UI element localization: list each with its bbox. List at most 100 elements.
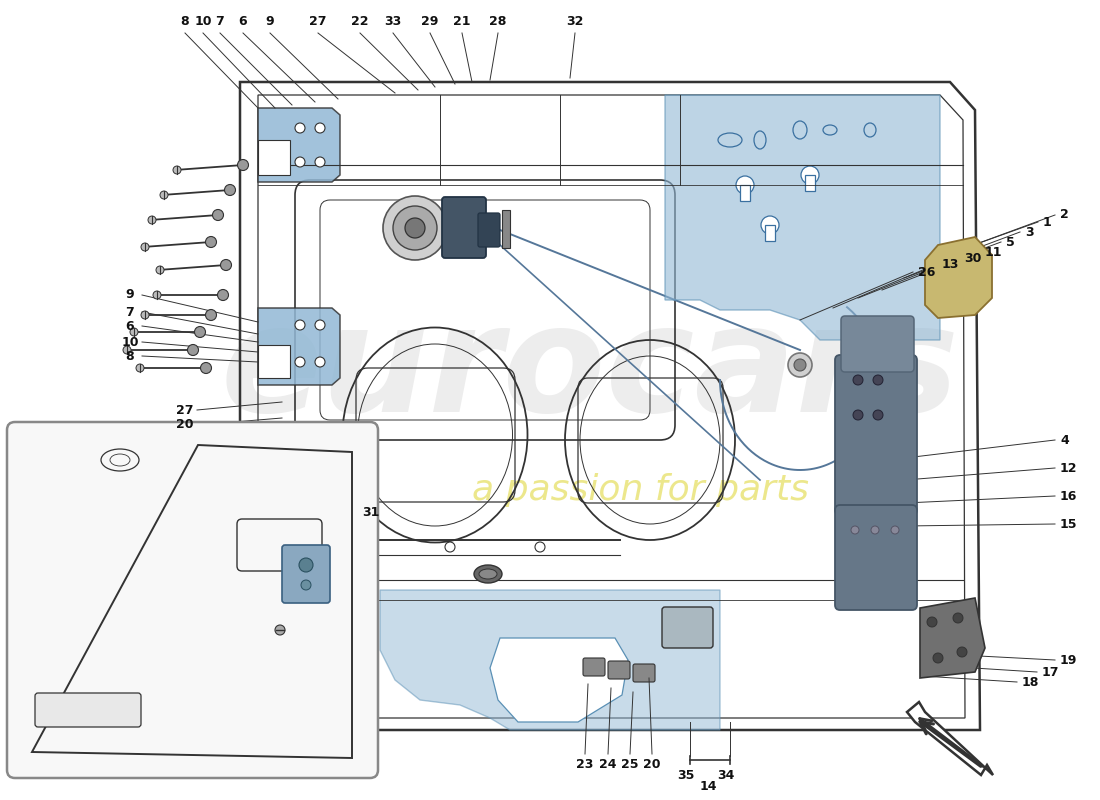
Bar <box>740 185 750 201</box>
Text: 31: 31 <box>362 506 380 518</box>
Text: 27: 27 <box>176 403 194 417</box>
FancyBboxPatch shape <box>282 545 330 603</box>
Circle shape <box>206 237 217 247</box>
Circle shape <box>160 191 168 199</box>
Text: 9: 9 <box>125 289 134 302</box>
Polygon shape <box>925 237 992 318</box>
Circle shape <box>927 617 937 627</box>
Bar <box>805 175 815 191</box>
Text: 32: 32 <box>566 15 584 28</box>
Polygon shape <box>258 108 340 182</box>
Text: a passion for parts: a passion for parts <box>472 473 808 507</box>
Circle shape <box>123 346 131 354</box>
FancyBboxPatch shape <box>842 316 914 372</box>
Circle shape <box>871 526 879 534</box>
Text: 6: 6 <box>239 15 248 28</box>
FancyBboxPatch shape <box>442 197 486 258</box>
Text: 3: 3 <box>1025 226 1034 238</box>
FancyBboxPatch shape <box>632 664 654 682</box>
Circle shape <box>761 216 779 234</box>
Polygon shape <box>908 702 993 775</box>
Circle shape <box>794 359 806 371</box>
FancyBboxPatch shape <box>835 505 917 610</box>
FancyBboxPatch shape <box>583 658 605 676</box>
Circle shape <box>238 159 249 170</box>
Polygon shape <box>258 140 290 175</box>
Circle shape <box>224 185 235 195</box>
Text: 30: 30 <box>964 251 981 265</box>
Circle shape <box>873 410 883 420</box>
Circle shape <box>220 259 231 270</box>
Circle shape <box>315 157 324 167</box>
FancyBboxPatch shape <box>662 607 713 648</box>
Circle shape <box>301 580 311 590</box>
Circle shape <box>136 364 144 372</box>
Ellipse shape <box>474 565 502 583</box>
Text: 26: 26 <box>918 266 935 278</box>
Circle shape <box>295 123 305 133</box>
Text: 8: 8 <box>180 15 189 28</box>
Circle shape <box>851 526 859 534</box>
Ellipse shape <box>478 569 497 579</box>
Text: 23: 23 <box>576 758 594 771</box>
Text: 27: 27 <box>309 15 327 28</box>
Circle shape <box>405 218 425 238</box>
FancyArrowPatch shape <box>920 722 981 766</box>
Text: 34: 34 <box>717 769 735 782</box>
Circle shape <box>195 326 206 338</box>
Circle shape <box>852 410 864 420</box>
Circle shape <box>315 357 324 367</box>
Circle shape <box>130 328 138 336</box>
Circle shape <box>788 353 812 377</box>
Text: 33: 33 <box>384 15 402 28</box>
Text: 15: 15 <box>1060 518 1078 530</box>
Polygon shape <box>920 598 984 678</box>
Text: eurocars: eurocars <box>221 298 959 442</box>
FancyBboxPatch shape <box>478 213 500 247</box>
Circle shape <box>206 310 217 321</box>
Text: 4: 4 <box>1060 434 1069 446</box>
FancyBboxPatch shape <box>608 661 630 679</box>
Circle shape <box>315 123 324 133</box>
Text: 35: 35 <box>678 769 695 782</box>
Circle shape <box>891 526 899 534</box>
Text: 28: 28 <box>490 15 507 28</box>
Text: 1: 1 <box>1043 215 1052 229</box>
Circle shape <box>275 625 285 635</box>
Text: 10: 10 <box>195 15 211 28</box>
Circle shape <box>141 243 149 251</box>
Circle shape <box>299 558 314 572</box>
Polygon shape <box>258 308 340 385</box>
Circle shape <box>852 375 864 385</box>
Text: 20: 20 <box>176 418 194 431</box>
Text: 7: 7 <box>216 15 224 28</box>
Text: 9: 9 <box>266 15 274 28</box>
Text: 16: 16 <box>1060 490 1077 502</box>
Circle shape <box>187 345 198 355</box>
Text: 12: 12 <box>1060 462 1078 474</box>
Circle shape <box>295 320 305 330</box>
Circle shape <box>736 176 754 194</box>
Text: 19: 19 <box>1060 654 1077 666</box>
FancyBboxPatch shape <box>835 355 917 515</box>
Text: 8: 8 <box>125 350 134 362</box>
Polygon shape <box>258 345 290 378</box>
Text: 13: 13 <box>942 258 959 270</box>
Polygon shape <box>666 95 940 340</box>
Polygon shape <box>379 590 720 730</box>
Bar <box>502 210 510 248</box>
Text: 11: 11 <box>984 246 1002 258</box>
Text: 6: 6 <box>125 319 134 333</box>
Circle shape <box>873 375 883 385</box>
Circle shape <box>393 206 437 250</box>
Text: 24: 24 <box>600 758 617 771</box>
Bar <box>764 225 776 241</box>
Polygon shape <box>490 638 628 722</box>
Circle shape <box>953 613 962 623</box>
Circle shape <box>801 166 820 184</box>
Text: 29: 29 <box>421 15 439 28</box>
Circle shape <box>933 653 943 663</box>
Text: 7: 7 <box>125 306 134 318</box>
Circle shape <box>315 320 324 330</box>
FancyBboxPatch shape <box>7 422 378 778</box>
